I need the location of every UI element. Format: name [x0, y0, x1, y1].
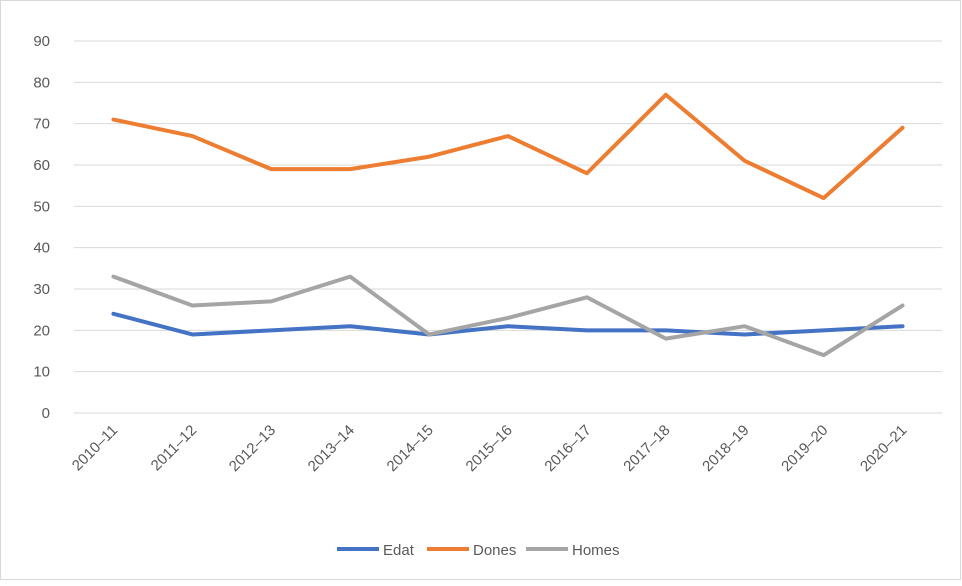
line-series — [111, 311, 905, 337]
y-tick-label: 90 — [33, 33, 50, 50]
legend-label: Dones — [473, 542, 516, 559]
y-tick-label: 80 — [33, 74, 50, 91]
y-tick-label: 20 — [33, 322, 50, 339]
legend-label: Homes — [572, 542, 620, 559]
line-series — [111, 274, 905, 358]
y-tick-label: 30 — [33, 281, 50, 298]
y-tick-label: 50 — [33, 198, 50, 215]
y-tick-label: 40 — [33, 240, 50, 257]
legend-label: Edat — [383, 542, 415, 559]
line-series — [111, 92, 905, 201]
y-tick-label: 0 — [42, 405, 50, 422]
y-tick-label: 70 — [33, 116, 50, 133]
y-tick-label: 10 — [33, 364, 50, 381]
y-tick-label: 60 — [33, 157, 50, 174]
